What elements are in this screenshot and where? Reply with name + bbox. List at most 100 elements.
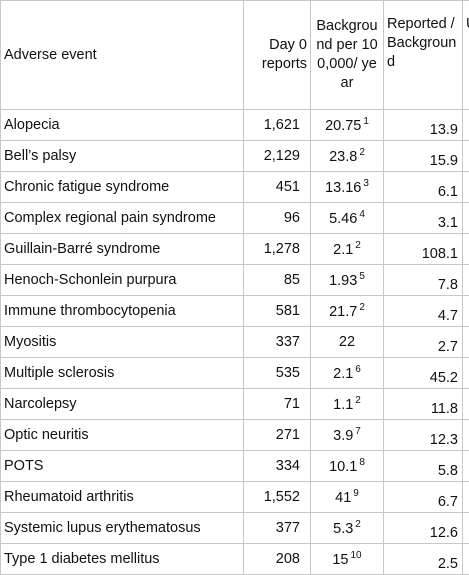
- background-value: 15: [332, 552, 348, 568]
- footnote-ref: 3: [363, 178, 369, 189]
- column-header: U: [463, 1, 469, 110]
- column-header: Day 0 reports: [244, 1, 311, 110]
- background-value: 3.9: [333, 428, 353, 444]
- background-value: 13.16: [325, 180, 361, 196]
- background-value: 22: [339, 334, 355, 350]
- background-value: 5.3: [333, 521, 353, 537]
- adverse-event: Guillain-Barré syndrome: [1, 234, 244, 265]
- day0-reports: 451: [244, 172, 311, 203]
- background-value: 5.46: [329, 211, 357, 227]
- day0-reports: 208: [244, 544, 311, 575]
- day0-reports: 377: [244, 513, 311, 544]
- footnote-ref: 10: [351, 550, 362, 561]
- cut-off-cell: [463, 451, 469, 482]
- background-value: 2.1: [333, 366, 353, 382]
- reported-ratio: 2.7: [384, 327, 463, 358]
- day0-reports: 2,129: [244, 141, 311, 172]
- background-value: 21.7: [329, 304, 357, 320]
- footnote-ref: 2: [355, 519, 361, 530]
- reported-ratio: 12.6: [384, 513, 463, 544]
- adverse-event: Alopecia: [1, 110, 244, 141]
- cut-off-cell: [463, 110, 469, 141]
- adverse-event: Rheumatoid arthritis: [1, 482, 244, 513]
- day0-reports: 96: [244, 203, 311, 234]
- reported-ratio: 13.9: [384, 110, 463, 141]
- footnote-ref: 5: [359, 271, 365, 282]
- footnote-ref: 7: [355, 426, 361, 437]
- cut-off-cell: [463, 544, 469, 575]
- reported-ratio: 6.7: [384, 482, 463, 513]
- reported-ratio: 4.7: [384, 296, 463, 327]
- footnote-ref: 6: [355, 364, 361, 375]
- footnote-ref: 1: [363, 116, 369, 127]
- day0-reports: 1,621: [244, 110, 311, 141]
- cut-off-cell: [463, 234, 469, 265]
- day0-reports: 334: [244, 451, 311, 482]
- reported-ratio: 6.1: [384, 172, 463, 203]
- cut-off-cell: [463, 420, 469, 451]
- header-row: Adverse event Day 0 reports Background p…: [1, 1, 469, 110]
- column-header: Reported /Background: [384, 1, 463, 110]
- background-value: 10.1: [329, 459, 357, 475]
- footnote-ref: 2: [355, 240, 361, 251]
- adverse-event: POTS: [1, 451, 244, 482]
- adverse-event: Complex regional pain syndrome: [1, 203, 244, 234]
- cut-off-cell: [463, 172, 469, 203]
- reported-ratio: 2.5: [384, 544, 463, 575]
- adverse-event: Narcolepsy: [1, 389, 244, 420]
- day0-reports: 271: [244, 420, 311, 451]
- day0-reports: 1,552: [244, 482, 311, 513]
- page: {"table": { "columns": ["Adverse event",…: [0, 0, 469, 522]
- background-value: 1.1: [333, 397, 353, 413]
- adverse-event: Bell’s palsy: [1, 141, 244, 172]
- adverse-event: Systemic lupus erythematosus: [1, 513, 244, 544]
- cut-off-cell: [463, 265, 469, 296]
- reported-ratio: 12.3: [384, 420, 463, 451]
- day0-reports: 1,278: [244, 234, 311, 265]
- adverse-event: Immune thrombocytopenia: [1, 296, 244, 327]
- background-value: 1.93: [329, 273, 357, 289]
- adverse-event: Multiple sclerosis: [1, 358, 244, 389]
- adverse-event: Chronic fatigue syndrome: [1, 172, 244, 203]
- adverse-event: Myositis: [1, 327, 244, 358]
- cut-off-cell: [463, 203, 469, 234]
- column-header: Adverse event: [1, 1, 244, 110]
- day0-reports: 535: [244, 358, 311, 389]
- footnote-ref: 2: [359, 302, 365, 313]
- reported-ratio: 15.9: [384, 141, 463, 172]
- reported-ratio: 3.1: [384, 203, 463, 234]
- adverse-event: Henoch-Schonlein purpura: [1, 265, 244, 296]
- background-value: 2.1: [333, 242, 353, 258]
- footnote-ref: 2: [359, 147, 365, 158]
- cut-off-cell: [463, 296, 469, 327]
- day0-reports: 85: [244, 265, 311, 296]
- reported-ratio: 108.1: [384, 234, 463, 265]
